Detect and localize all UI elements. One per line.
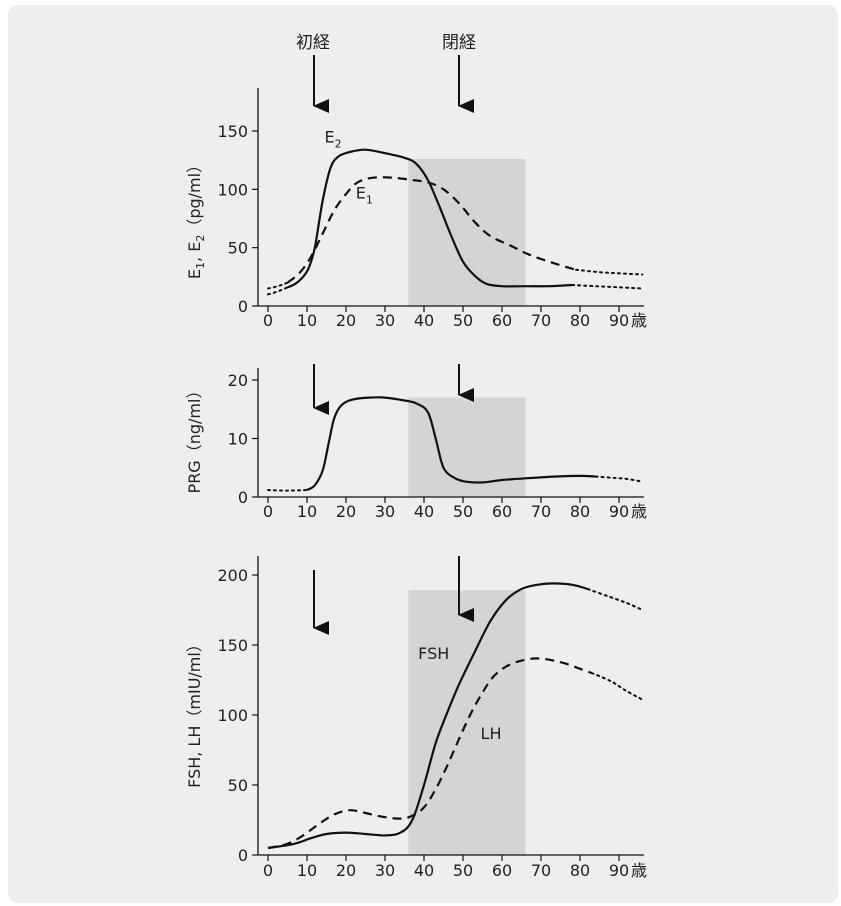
series-fsh-tail-line (586, 588, 644, 611)
progesterone-y-tick-label: 20 (228, 371, 248, 390)
progesterone-x-tick-label: 90 (609, 502, 629, 521)
gonadotropin-panel: FSH, LH（mIU/ml） 0 50 100 150 200 0 10 20 30 40 50 6… (185, 556, 647, 880)
series-lh-label: LH (481, 724, 502, 743)
series-lh-tail-line (590, 672, 644, 701)
estrogen-panel: E1, E2（pg/ml） 0 50 100 150 0 10 20 30 40 50 60 70 80… (185, 55, 647, 330)
gonadotropin-x-tick-label: 60 (492, 861, 512, 880)
progesterone-x-tick-label: 40 (414, 502, 434, 521)
estrogen-x-tick-label: 40 (414, 311, 434, 330)
progesterone-x-tick-label: 60 (492, 502, 512, 521)
gonadotropin-x-tick-label: 30 (375, 861, 395, 880)
gonadotropin-x-tick-label: 10 (297, 861, 317, 880)
gonadotropin-y-tick-label: 200 (217, 566, 248, 585)
estrogen-x-tick-label: 90 (609, 311, 629, 330)
series-e2-head-line (267, 286, 289, 296)
estrogen-y-tick-label: 150 (217, 122, 248, 141)
progesterone-y-axis-label: PRG（ng/ml） (185, 383, 204, 494)
estrogen-shaded-region (408, 159, 526, 306)
gonadotropin-y-axis-label: FSH, LH（mIU/ml） (185, 636, 204, 788)
gonadotropin-y-tick-label: 50 (228, 776, 248, 795)
progesterone-y-tick-label: 0 (238, 488, 248, 507)
progesterone-x-tick-label: 10 (297, 502, 317, 521)
estrogen-y-axis-label: E1, E2（pg/ml） (185, 157, 207, 279)
series-prg-tail-line (594, 475, 644, 483)
estrogen-x-tick-label: 10 (297, 311, 317, 330)
series-fsh-label: FSH (418, 644, 449, 663)
gonadotropin-x-tick-label: 20 (336, 861, 356, 880)
estrogen-y-tick-label: 100 (217, 180, 248, 199)
series-prg-head-line (267, 489, 308, 492)
gonadotropin-y-tick-label: 100 (217, 706, 248, 725)
gonadotropin-x-tick-label: 70 (531, 861, 551, 880)
estrogen-x-tick-label: 60 (492, 311, 512, 330)
progesterone-x-tick-label: 50 (453, 502, 473, 521)
gonadotropin-x-tick-label: 40 (414, 861, 434, 880)
series-fsh-line (267, 582, 589, 850)
series-e1-label: E1 (356, 184, 373, 207)
series-prg-line (306, 396, 596, 491)
gonadotropin-shaded-region (408, 590, 526, 855)
menarche-label: 初経 (296, 33, 330, 53)
series-e2-label: E2 (325, 128, 342, 151)
estrogen-x-tick-label: 80 (570, 311, 590, 330)
series-e1-line (286, 176, 577, 284)
estrogen-y-tick-label: 0 (238, 297, 248, 316)
progesterone-x-tick-label: 0 (263, 502, 273, 521)
gonadotropin-y-tick-label: 150 (217, 636, 248, 655)
series-e1-head-line (267, 281, 289, 290)
gonadotropin-y-tick-label: 0 (238, 846, 248, 865)
estrogen-x-tick-label: 20 (336, 311, 356, 330)
progesterone-x-tick-label: 70 (531, 502, 551, 521)
progesterone-x-tick-label: 80 (570, 502, 590, 521)
estrogen-age-unit-label: 歳 (631, 311, 647, 330)
series-e2-line (287, 148, 573, 289)
estrogen-x-tick-label: 0 (263, 311, 273, 330)
gonadotropin-x-tick-label: 0 (263, 861, 273, 880)
gonadotropin-age-unit-label: 歳 (631, 861, 647, 880)
progesterone-y-tick-label: 10 (228, 430, 248, 449)
gonadotropin-x-tick-label: 90 (609, 861, 629, 880)
progesterone-age-unit-label: 歳 (631, 502, 647, 521)
gonadotropin-x-tick-label: 80 (570, 861, 590, 880)
menopause-label: 閉経 (442, 33, 476, 53)
progesterone-x-tick-label: 30 (375, 502, 395, 521)
progesterone-x-tick-label: 20 (336, 502, 356, 521)
series-e1-tail-line (575, 268, 644, 276)
estrogen-x-tick-label: 70 (531, 311, 551, 330)
series-e2-tail-line (571, 284, 644, 290)
progesterone-panel: PRG（ng/ml） 0 10 20 0 10 20 30 40 50 60 70 80 90 歳 (185, 364, 647, 521)
estrogen-y-tick-label: 50 (228, 239, 248, 258)
estrogen-x-tick-label: 30 (375, 311, 395, 330)
series-lh-line (267, 657, 593, 850)
gonadotropin-x-tick-label: 50 (453, 861, 473, 880)
estrogen-x-tick-label: 50 (453, 311, 473, 330)
